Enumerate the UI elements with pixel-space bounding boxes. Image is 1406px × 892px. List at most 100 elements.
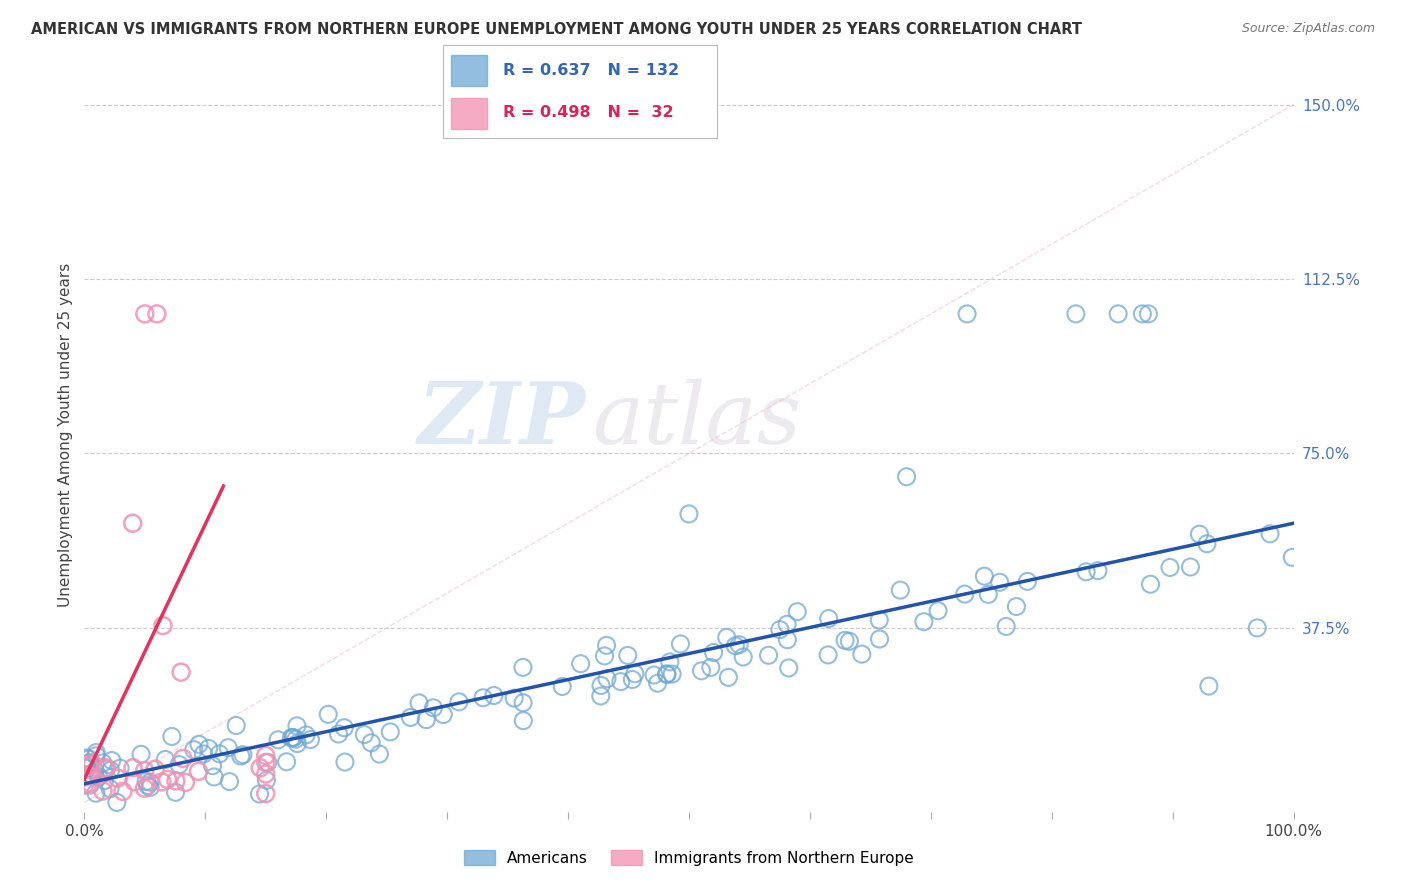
Point [84, 764, 107, 778]
Point [254, 767, 277, 781]
Point [84, 746, 107, 760]
Point [624, 666, 647, 681]
Point [889, 583, 911, 598]
Point [569, 657, 592, 671]
Point [1281, 550, 1303, 565]
Point [91, 784, 114, 798]
Point [139, 780, 162, 795]
Point [91, 756, 114, 770]
Point [77, 756, 100, 771]
Point [105, 796, 128, 810]
Point [380, 725, 402, 739]
Point [75, 761, 97, 775]
Point [160, 730, 183, 744]
Point [1188, 527, 1211, 541]
Point [851, 647, 873, 661]
Point [73, 770, 96, 784]
Point [1159, 560, 1181, 574]
Point [281, 731, 304, 745]
Point [77, 768, 100, 782]
Point [482, 689, 505, 703]
Text: R = 0.498   N =  32: R = 0.498 N = 32 [503, 105, 673, 120]
Text: atlas: atlas [592, 378, 801, 461]
Point [285, 737, 308, 751]
Point [217, 740, 239, 755]
Point [328, 727, 350, 741]
Y-axis label: Unemployment Among Youth under 25 years: Unemployment Among Youth under 25 years [58, 263, 73, 607]
Point [249, 761, 271, 775]
Point [621, 673, 644, 687]
Point [107, 771, 129, 785]
Point [593, 648, 616, 663]
Point [254, 756, 277, 770]
Point [995, 619, 1018, 633]
Point [124, 774, 146, 789]
Point [610, 674, 633, 689]
Point [616, 648, 638, 663]
Point [183, 742, 205, 756]
Point [333, 721, 356, 735]
Point [399, 710, 422, 724]
Point [167, 757, 190, 772]
Point [77, 757, 100, 772]
Point [79, 776, 101, 790]
Point [589, 689, 612, 703]
Point [776, 617, 799, 632]
Point [208, 747, 231, 761]
Point [512, 696, 534, 710]
Point [108, 761, 131, 775]
Point [249, 787, 271, 801]
Point [415, 713, 437, 727]
Point [776, 632, 799, 647]
Point [1195, 537, 1218, 551]
Point [111, 784, 134, 798]
Point [368, 747, 391, 761]
FancyBboxPatch shape [451, 55, 486, 86]
Point [73, 778, 96, 792]
Point [152, 618, 174, 632]
Point [1087, 564, 1109, 578]
Point [187, 764, 209, 779]
Point [912, 615, 935, 629]
Point [136, 779, 159, 793]
Point [658, 655, 681, 669]
Point [129, 747, 152, 762]
Text: AMERICAN VS IMMIGRANTS FROM NORTHERN EUROPE UNEMPLOYMENT AMONG YOUTH UNDER 25 YE: AMERICAN VS IMMIGRANTS FROM NORTHERN EUR… [31, 22, 1083, 37]
Point [1005, 599, 1028, 614]
Point [868, 613, 890, 627]
Point [254, 773, 277, 788]
Text: ZIP: ZIP [419, 378, 586, 461]
Point [150, 775, 173, 789]
Point [703, 645, 725, 659]
Point [170, 665, 193, 680]
Point [155, 752, 177, 766]
Point [1198, 679, 1220, 693]
Point [202, 770, 225, 784]
Point [232, 747, 254, 762]
Point [94, 762, 117, 776]
Point [353, 728, 375, 742]
Point [669, 637, 692, 651]
Point [834, 633, 856, 648]
Point [678, 507, 700, 521]
Point [973, 569, 995, 583]
Point [1139, 577, 1161, 591]
Point [316, 707, 339, 722]
Point [121, 516, 143, 531]
Point [96, 761, 118, 775]
Point [172, 751, 194, 765]
Point [717, 670, 740, 684]
Point [953, 587, 976, 601]
Point [977, 587, 1000, 601]
Point [512, 660, 534, 674]
Point [80, 767, 103, 781]
Point [82, 756, 104, 771]
Point [135, 774, 157, 789]
Point [1137, 307, 1160, 321]
Point [82, 769, 104, 783]
Point [284, 732, 307, 747]
Point [1246, 621, 1268, 635]
Point [77, 752, 100, 766]
Point [690, 664, 713, 678]
Point [655, 667, 678, 681]
